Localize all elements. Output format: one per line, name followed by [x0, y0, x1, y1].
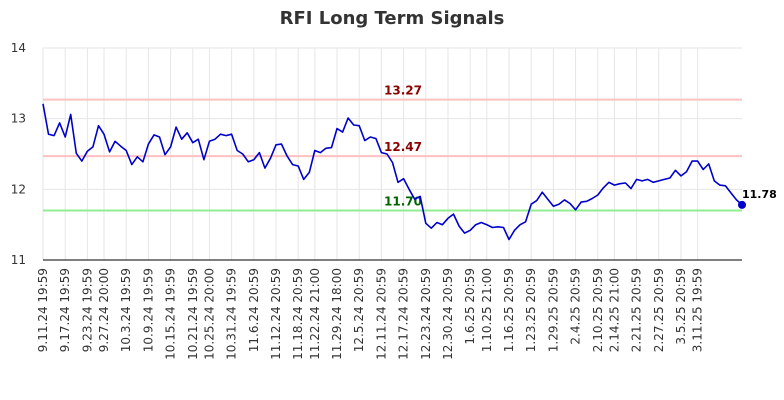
x-tick-label: 10.3.24 19:59	[119, 268, 133, 352]
x-tick-label: 11.18.24 20:59	[291, 268, 305, 360]
x-tick-label: 12.23.24 20:59	[419, 268, 433, 360]
x-tick-label: 9.11.24 19:59	[36, 268, 50, 352]
x-tick-label: 10.25.24 20:00	[202, 268, 216, 360]
x-tick-label: 1.10.25 21:00	[480, 268, 494, 352]
reference-line-label: 13.27	[384, 84, 422, 98]
x-tick-label: 3.11.25 19:59	[691, 268, 705, 352]
x-tick-label: 2.21.25 20:59	[630, 268, 644, 352]
x-tick-label: 1.29.25 20:59	[546, 268, 560, 352]
y-tick-label: 12	[11, 182, 26, 196]
x-tick-label: 1.16.25 20:59	[502, 268, 516, 352]
price-series-line	[42, 103, 743, 241]
chart-title: RFI Long Term Signals	[279, 8, 505, 29]
x-tick-label: 11.22.24 21:00	[308, 268, 322, 360]
x-tick-label: 10.15.24 19:59	[164, 268, 178, 360]
y-tick-label: 14	[11, 41, 26, 55]
x-tick-label: 1.6.25 20:59	[463, 268, 477, 345]
x-tick-label: 2.4.25 20:59	[569, 268, 583, 345]
x-tick-label: 10.9.24 19:59	[141, 268, 155, 352]
y-tick-label: 11	[11, 253, 26, 267]
reference-line-label: 12.47	[384, 140, 422, 154]
x-tick-label: 11.6.24 20:59	[247, 268, 261, 352]
x-tick-label: 12.17.24 20:59	[397, 268, 411, 360]
x-tick-label: 9.23.24 19:59	[80, 268, 94, 352]
x-tick-label: 2.14.25 21:00	[607, 268, 621, 352]
x-tick-label: 9.27.24 20:00	[97, 268, 111, 352]
y-tick-label: 13	[11, 112, 26, 126]
x-tick-label: 11.12.24 20:59	[269, 268, 283, 360]
last-point-marker	[738, 200, 746, 209]
x-tick-label: 1.23.25 20:59	[524, 268, 538, 352]
x-tick-label: 12.30.24 20:59	[441, 268, 455, 360]
reference-line-label: 11.70	[384, 195, 422, 209]
x-tick-label: 12.5.24 20:59	[352, 268, 366, 352]
x-tick-label: 12.11.24 20:59	[374, 268, 388, 360]
x-tick-label: 9.17.24 19:59	[58, 268, 72, 352]
x-tick-label: 11.29.24 18:00	[330, 268, 344, 360]
x-tick-label: 2.27.25 20:59	[652, 268, 666, 352]
x-tick-label: 3.5.25 20:59	[674, 268, 688, 345]
x-tick-label: 10.21.24 19:59	[186, 268, 200, 360]
last-point-label: 11.78	[742, 188, 777, 201]
x-tick-label: 10.31.24 19:59	[225, 268, 239, 360]
x-tick-label: 2.10.25 20:59	[591, 268, 605, 352]
